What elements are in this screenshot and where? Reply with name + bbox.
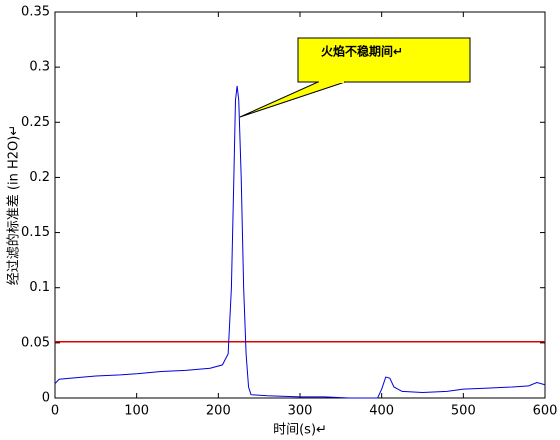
x-tick-label: 0 (51, 404, 59, 419)
x-axis-label: 时间(s)↵ (273, 423, 327, 438)
y-tick-label: 0.2 (29, 170, 50, 185)
y-tick-label: 0.05 (21, 335, 50, 350)
annotation: 火焰不稳期间↵ (321, 44, 403, 59)
y-tick-label: 0.25 (21, 115, 50, 130)
x-tick-label: 500 (451, 404, 476, 419)
x-tick-label: 100 (124, 404, 149, 419)
y-axis-label: 经过滤的标准差 (in H2O)↵ (6, 125, 22, 285)
callout-box (297, 37, 471, 83)
y-tick-label: 0 (42, 391, 50, 406)
data-line (54, 85, 546, 399)
y-tick-label: 0.1 (29, 280, 50, 295)
y-tick-label: 0.3 (29, 60, 50, 75)
x-tick-label: 400 (369, 404, 394, 419)
x-tick-label: 200 (206, 404, 231, 419)
y-tick-label: 0.15 (21, 225, 50, 240)
plot-content: 0 0.05 0.1 0.15 0.2 0.25 0.3 0.35 0 100 200 300 400 5… (21, 5, 557, 419)
x-tick-label: 300 (288, 404, 313, 419)
y-tick-label: 0.35 (21, 5, 50, 20)
x-tick-label: 600 (533, 404, 558, 419)
